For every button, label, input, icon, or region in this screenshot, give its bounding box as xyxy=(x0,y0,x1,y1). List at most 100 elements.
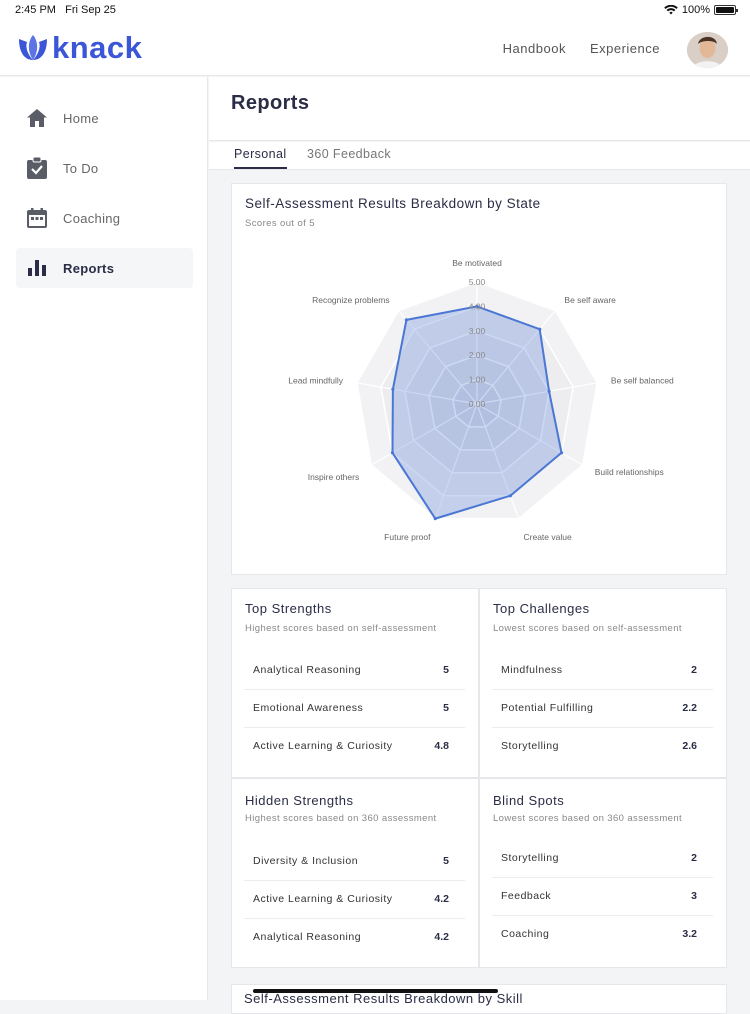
skill-score: 2.6 xyxy=(682,740,697,752)
radar-tick-label: 3.00 xyxy=(469,326,486,336)
list-item: Active Learning & Curiosity 4.8 xyxy=(244,728,465,766)
list-item: Storytelling 2 xyxy=(492,840,713,878)
radar-spoke xyxy=(398,310,478,405)
skill-score: 5 xyxy=(443,664,449,676)
radar-data-point xyxy=(390,451,395,455)
score-list: Storytelling 2 Feedback 3 Coaching 3.2 xyxy=(492,840,713,954)
radar-data-point xyxy=(547,389,551,393)
user-avatar[interactable] xyxy=(687,32,728,68)
skill-name: Active Learning & Curiosity xyxy=(253,740,393,752)
skill-name: Analytical Reasoning xyxy=(253,931,362,943)
list-item: Potential Fulfilling 2.2 xyxy=(492,690,713,728)
card-title: Top Strengths xyxy=(245,601,332,616)
sidebar-item-home[interactable]: Home xyxy=(16,98,193,138)
radar-axis-label: Lead mindfully xyxy=(288,375,344,385)
radar-data-point xyxy=(559,451,564,455)
radar-data-point xyxy=(404,318,409,322)
card-subtitle: Lowest scores based on 360 assessment xyxy=(493,813,683,824)
radar-data-point xyxy=(475,304,479,308)
card-subtitle: Highest scores based on self-assessment xyxy=(245,623,437,634)
score-list: Analytical Reasoning 5 Emotional Awarenes… xyxy=(244,652,465,766)
score-list: Mindfulness 2 Potential Fulfilling 2.2 Sto… xyxy=(492,652,713,766)
radar-axis-label: Be self balanced xyxy=(611,375,674,385)
radar-tick-label: 4.00 xyxy=(469,301,486,311)
radar-data-point xyxy=(508,494,512,498)
list-item: Active Learning & Curiosity 4.2 xyxy=(244,881,465,919)
top-strengths-card: Top Strengths Highest scores based on se… xyxy=(231,588,479,778)
radar-spoke xyxy=(371,403,478,466)
status-bar: 2:45 PM Fri Sep 25 100% xyxy=(0,0,750,22)
skill-name: Storytelling xyxy=(501,740,559,752)
next-section-title: Self-Assessment Results Breakdown by Ski… xyxy=(244,991,523,1006)
skill-name: Potential Fulfilling xyxy=(501,702,594,714)
list-item: Coaching 3.2 xyxy=(492,916,713,954)
list-item: Analytical Reasoning 4.2 xyxy=(244,919,465,957)
skill-name: Active Learning & Curiosity xyxy=(253,893,393,905)
status-right: 100% xyxy=(664,4,738,16)
sidebar-item-coaching[interactable]: Coaching xyxy=(16,198,193,238)
skill-name: Coaching xyxy=(501,928,550,940)
sidebar-item-todo[interactable]: To Do xyxy=(16,148,193,188)
radar-axis-label: Build relationships xyxy=(595,467,664,477)
battery-icon xyxy=(714,5,738,15)
radar-data-point xyxy=(433,517,437,521)
blind-spots-card: Blind Spots Lowest scores based on 360 a… xyxy=(479,778,727,968)
skill-name: Analytical Reasoning xyxy=(253,664,362,676)
page-title: Reports xyxy=(231,92,310,114)
home-icon xyxy=(26,107,48,129)
status-date: Fri Sep 25 xyxy=(65,4,116,16)
radar-tick-label: 1.00 xyxy=(469,375,486,385)
chart-title: Self-Assessment Results Breakdown by Sta… xyxy=(245,196,541,211)
skill-score: 4.2 xyxy=(434,931,449,943)
battery-percent: 100% xyxy=(681,4,710,16)
tab-360-feedback[interactable]: 360 Feedback xyxy=(307,147,392,161)
skill-name: Mindfulness xyxy=(501,664,563,676)
skill-name: Emotional Awareness xyxy=(253,702,364,714)
calendar-icon xyxy=(26,207,48,229)
radar-axis-label: Be motivated xyxy=(452,258,502,268)
radar-data-point xyxy=(538,327,542,331)
chart-subtitle: Scores out of 5 xyxy=(245,218,315,229)
skill-score: 2 xyxy=(691,852,697,864)
clipboard-check-icon xyxy=(26,157,48,179)
top-challenges-card: Top Challenges Lowest scores based on se… xyxy=(479,588,727,778)
skill-name: Feedback xyxy=(501,890,552,902)
list-item: Mindfulness 2 xyxy=(492,652,713,690)
skill-score: 5 xyxy=(443,855,449,867)
skill-score: 2.2 xyxy=(682,702,697,714)
skill-score: 4.8 xyxy=(434,740,449,752)
sidebar-item-label: To Do xyxy=(63,160,99,176)
skill-score: 5 xyxy=(443,702,449,714)
radar-axis-label: Future proof xyxy=(384,532,431,542)
top-bar: knack Handbook Experience xyxy=(0,22,750,76)
sidebar-item-reports[interactable]: Reports xyxy=(16,248,193,288)
radar-spoke xyxy=(476,403,520,519)
radar-axis-label: Recognize problems xyxy=(312,295,389,305)
radar-spoke xyxy=(476,382,598,405)
radar-spoke xyxy=(434,403,478,519)
tab-personal[interactable]: Personal xyxy=(234,147,287,169)
nav-handbook[interactable]: Handbook xyxy=(502,41,566,56)
card-subtitle: Lowest scores based on self-assessment xyxy=(493,623,682,634)
bar-chart-icon xyxy=(26,257,48,279)
radar-axis-label: Inspire others xyxy=(308,472,360,482)
radar-spoke xyxy=(476,403,583,466)
report-tabs: Personal 360 Feedback xyxy=(209,142,750,170)
status-time: 2:45 PM Fri Sep 25 xyxy=(15,4,116,16)
card-title: Hidden Strengths xyxy=(245,793,354,808)
radar-tick-label: 5.00 xyxy=(469,277,486,287)
nav-experience[interactable]: Experience xyxy=(589,41,660,56)
radar-spoke xyxy=(356,382,478,405)
home-indicator[interactable] xyxy=(253,989,498,993)
sidebar-item-label: Reports xyxy=(63,260,115,276)
main-content: Reports Personal 360 Feedback Self-Asses… xyxy=(209,77,750,1014)
hidden-strengths-card: Hidden Strengths Highest scores based on… xyxy=(231,778,479,968)
wifi-icon xyxy=(664,5,678,15)
list-item: Feedback 3 xyxy=(492,878,713,916)
sidebar-item-label: Coaching xyxy=(63,210,121,226)
card-subtitle: Highest scores based on 360 assessment xyxy=(245,813,437,824)
skill-name: Diversity & Inclusion xyxy=(253,855,359,867)
brand-logo[interactable]: knack xyxy=(16,32,142,64)
list-item: Emotional Awareness 5 xyxy=(244,690,465,728)
card-title: Blind Spots xyxy=(493,793,565,808)
